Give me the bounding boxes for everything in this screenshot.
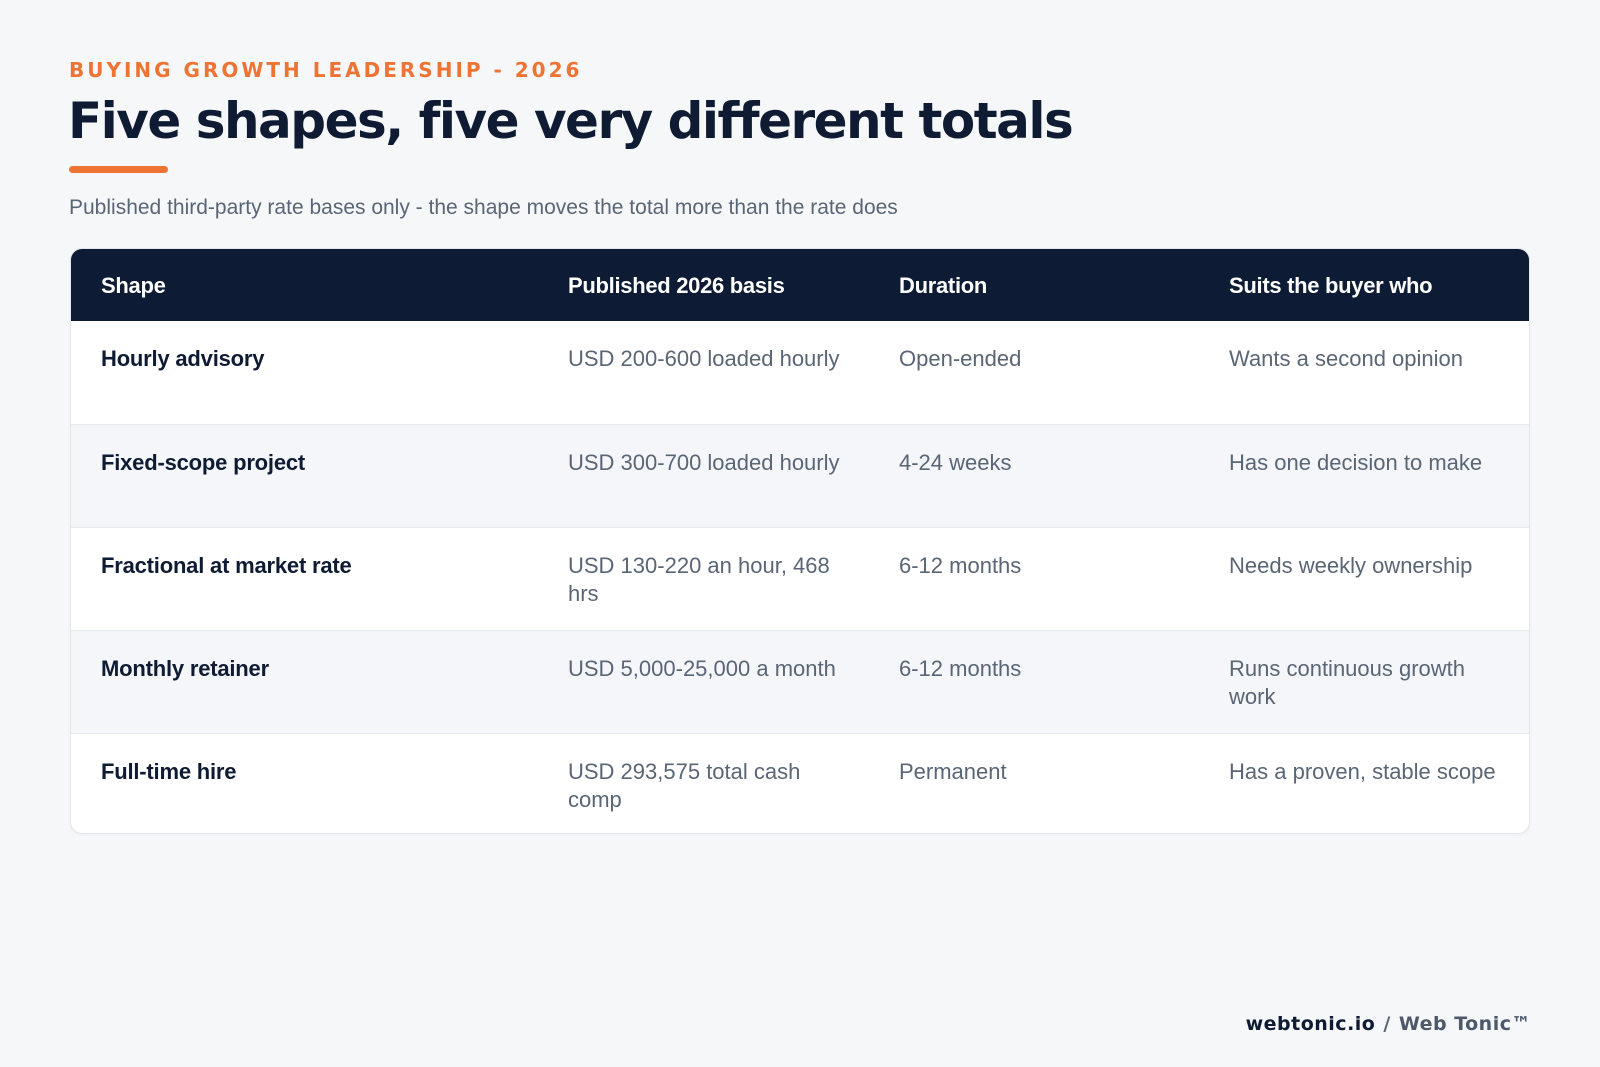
- page-title: Five shapes, five very different totals: [68, 92, 1074, 150]
- cell-suits: Has a proven, stable scope: [1229, 759, 1496, 784]
- column-header-basis: Published 2026 basis: [568, 273, 785, 298]
- page-subtitle: Published third-party rate bases only - …: [69, 196, 898, 219]
- cell-duration: Open-ended: [899, 346, 1022, 371]
- cell-duration: 6-12 months: [899, 656, 1022, 681]
- title-accent-bar: [69, 166, 168, 173]
- cell-shape: Full-time hire: [101, 759, 237, 784]
- cell-shape: Monthly retainer: [101, 656, 269, 681]
- cell-basis: USD 293,575 total cash comp: [568, 759, 801, 812]
- table-body: Hourly advisory USD 200-600 loaded hourl…: [71, 321, 1529, 833]
- column-header-duration: Duration: [899, 273, 988, 298]
- table-row: Monthly retainer USD 5,000-25,000 a mont…: [71, 630, 1529, 733]
- cell-duration: Permanent: [899, 759, 1007, 784]
- eyebrow-label: BUYING GROWTH LEADERSHIP - 2026: [69, 58, 583, 82]
- table-row: Hourly advisory USD 200-600 loaded hourl…: [71, 321, 1529, 424]
- cell-suits: Runs continuous growth work: [1229, 656, 1466, 709]
- footer-separator: /: [1383, 1013, 1391, 1035]
- cell-duration: 4-24 weeks: [899, 450, 1012, 475]
- cell-suits: Wants a second opinion: [1229, 346, 1463, 371]
- cell-shape: Fractional at market rate: [101, 553, 352, 578]
- footer-brand: Web Tonic™: [1398, 1013, 1531, 1035]
- footer-credit: webtonic.io / Web Tonic™: [1246, 1013, 1531, 1035]
- table-header: Shape Published 2026 basis Duration Suit…: [71, 249, 1529, 321]
- cell-shape: Hourly advisory: [101, 346, 265, 371]
- table-row: Full-time hire USD 293,575 total cash co…: [71, 733, 1529, 833]
- footer-site-link[interactable]: webtonic.io: [1245, 1013, 1376, 1035]
- cell-shape: Fixed-scope project: [101, 450, 306, 475]
- cell-basis: USD 5,000-25,000 a month: [568, 656, 836, 681]
- column-header-shape: Shape: [101, 273, 166, 298]
- cell-basis: USD 300-700 loaded hourly: [568, 450, 840, 475]
- cell-suits: Needs weekly ownership: [1229, 553, 1473, 578]
- comparison-table: Shape Published 2026 basis Duration Suit…: [70, 248, 1530, 834]
- cell-suits: Has one decision to make: [1229, 450, 1483, 475]
- table-row: Fixed-scope project USD 300-700 loaded h…: [71, 424, 1529, 527]
- table-row: Fractional at market rate USD 130-220 an…: [71, 527, 1529, 630]
- cell-basis: USD 200-600 loaded hourly: [568, 346, 840, 371]
- cell-basis: USD 130-220 an hour, 468 hrs: [568, 553, 830, 606]
- column-header-suits: Suits the buyer who: [1229, 273, 1433, 298]
- cell-duration: 6-12 months: [899, 553, 1022, 578]
